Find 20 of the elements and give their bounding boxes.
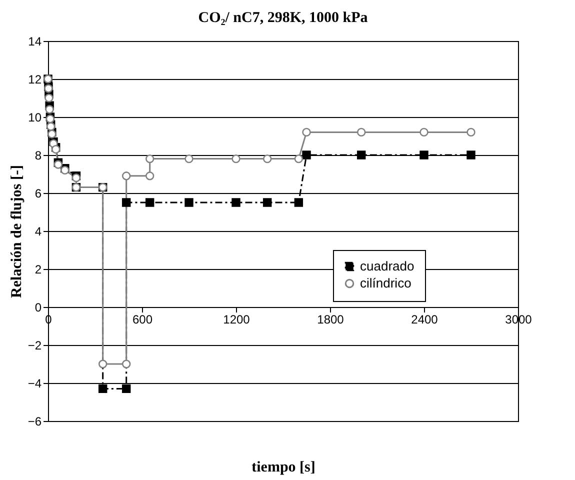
y-tick-label: 0	[34, 300, 42, 314]
y-tick-label: 10	[28, 110, 42, 124]
y-tick-label: 8	[34, 148, 42, 162]
y-tick-label: 2	[34, 262, 42, 276]
y-tick-label: −2	[28, 338, 42, 352]
x-tick-label: 1200	[223, 312, 250, 326]
y-tick-label: −6	[28, 414, 42, 428]
y-tick-label: 6	[34, 186, 42, 200]
y-tick-label: −4	[28, 376, 42, 390]
y-tick-label: 4	[34, 224, 42, 238]
x-tick-label: 1800	[317, 312, 344, 326]
y-tick-label: 12	[28, 72, 42, 86]
legend-label: cilíndrico	[360, 276, 412, 290]
x-axis-title: tiempo [s]	[252, 460, 316, 476]
y-axis-title: Relación de flujos [-]	[8, 165, 25, 298]
chart-title: CO₂/ nC7, 298K, 1000 kPa	[198, 10, 368, 26]
y-tick-label: 14	[28, 34, 42, 48]
legend-label: cuadrado	[360, 258, 414, 274]
x-tick-label: 600	[132, 312, 153, 326]
x-tick-label: 2400	[411, 312, 438, 326]
